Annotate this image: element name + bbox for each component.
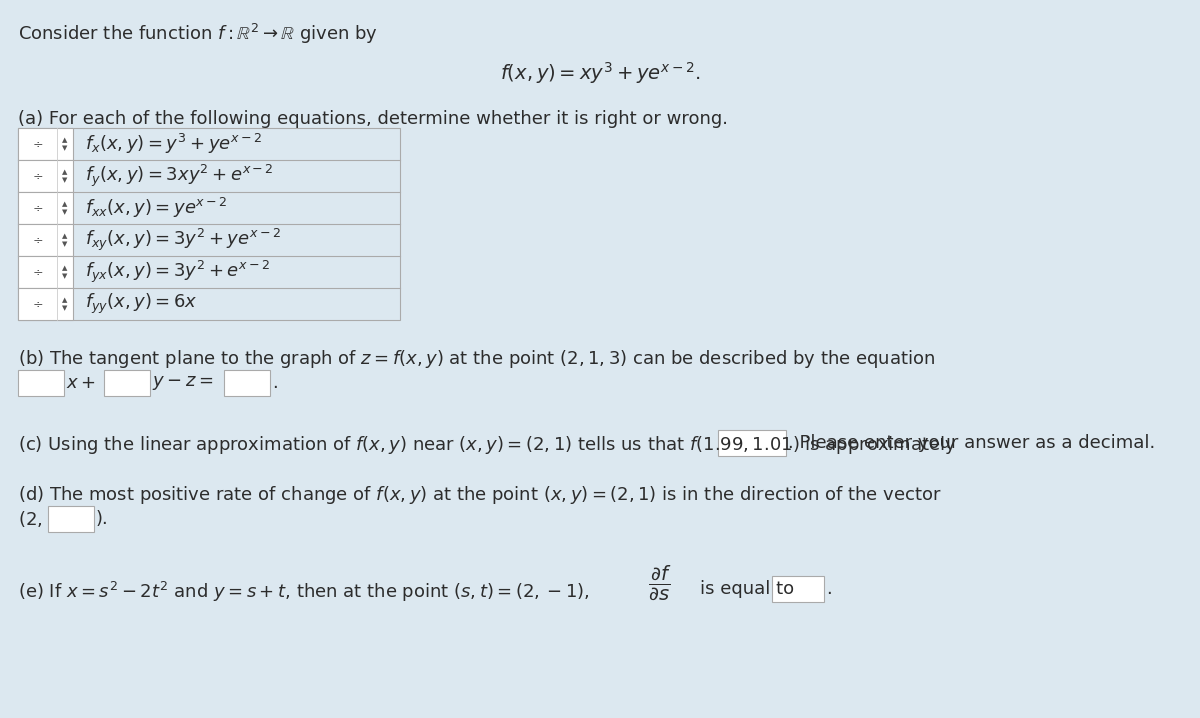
- Text: $f_{xx}(x, y) = ye^{x-2}$: $f_{xx}(x, y) = ye^{x-2}$: [85, 196, 228, 220]
- Text: ▼: ▼: [62, 177, 67, 183]
- Text: is equal to: is equal to: [700, 580, 794, 598]
- Text: ▼: ▼: [62, 273, 67, 279]
- Text: $\div$: $\div$: [32, 266, 43, 279]
- Text: $f_x(x, y) = y^3 + ye^{x-2}$: $f_x(x, y) = y^3 + ye^{x-2}$: [85, 132, 263, 156]
- Text: ▼: ▼: [62, 305, 67, 311]
- Text: (a) For each of the following equations, determine whether it is right or wrong.: (a) For each of the following equations,…: [18, 110, 728, 128]
- Text: $(2,$: $(2,$: [18, 509, 42, 529]
- Text: Consider the function $f : \mathbb{R}^2 \to \mathbb{R}$ given by: Consider the function $f : \mathbb{R}^2 …: [18, 22, 378, 46]
- Text: $f_{xy}(x, y) = 3y^2 + ye^{x-2}$: $f_{xy}(x, y) = 3y^2 + ye^{x-2}$: [85, 227, 281, 253]
- Text: ▲: ▲: [62, 265, 67, 271]
- Text: $\div$: $\div$: [32, 233, 43, 246]
- Bar: [18, 192, 73, 224]
- Text: $y - z =$: $y - z =$: [152, 374, 214, 392]
- Text: ▼: ▼: [62, 241, 67, 247]
- Text: (b) The tangent plane to the graph of $z = f(x, y)$ at the point $(2, 1, 3)$ can: (b) The tangent plane to the graph of $z…: [18, 348, 935, 370]
- Text: $f_{yy}(x, y) = 6x$: $f_{yy}(x, y) = 6x$: [85, 292, 198, 316]
- Bar: [18, 224, 73, 256]
- Bar: [18, 288, 73, 320]
- Bar: [18, 160, 73, 192]
- Text: .: .: [826, 580, 832, 598]
- Bar: [48, 506, 94, 532]
- Text: .: .: [272, 374, 277, 392]
- Text: ▲: ▲: [62, 169, 67, 175]
- Text: $\div$: $\div$: [32, 169, 43, 182]
- Text: ▲: ▲: [62, 137, 67, 143]
- Bar: [224, 370, 270, 396]
- Text: $f(x, y) = xy^3 + ye^{x-2}.$: $f(x, y) = xy^3 + ye^{x-2}.$: [499, 60, 701, 86]
- Text: (e) If $x = s^2 - 2t^2$ and $y = s + t$, then at the point $(s, t) = (2, -1)$,: (e) If $x = s^2 - 2t^2$ and $y = s + t$,…: [18, 580, 589, 604]
- Text: ▼: ▼: [62, 209, 67, 215]
- Text: (c) Using the linear approximation of $f(x, y)$ near $(x, y) = (2, 1)$ tells us : (c) Using the linear approximation of $f…: [18, 434, 956, 456]
- Text: ▲: ▲: [62, 201, 67, 207]
- Text: $\dfrac{\partial f}{\partial s}$: $\dfrac{\partial f}{\partial s}$: [648, 564, 672, 602]
- Bar: [104, 370, 150, 396]
- Bar: [18, 128, 400, 320]
- Text: $x +$: $x +$: [66, 374, 96, 392]
- Text: . Please enter your answer as a decimal.: . Please enter your answer as a decimal.: [788, 434, 1156, 452]
- Bar: [18, 370, 64, 396]
- Text: (d) The most positive rate of change of $f(x, y)$ at the point $(x, y) = (2, 1)$: (d) The most positive rate of change of …: [18, 484, 942, 506]
- Text: $f_y(x, y) = 3xy^2 + e^{x-2}$: $f_y(x, y) = 3xy^2 + e^{x-2}$: [85, 163, 274, 189]
- Text: $\div$: $\div$: [32, 138, 43, 151]
- Bar: [18, 128, 73, 160]
- Bar: [772, 576, 824, 602]
- Bar: [718, 430, 786, 456]
- Text: $\div$: $\div$: [32, 202, 43, 215]
- Text: $f_{yx}(x, y) = 3y^2 + e^{x-2}$: $f_{yx}(x, y) = 3y^2 + e^{x-2}$: [85, 259, 270, 285]
- Text: $\div$: $\div$: [32, 297, 43, 310]
- Text: ).: ).: [96, 510, 109, 528]
- Bar: [18, 256, 73, 288]
- Text: ▲: ▲: [62, 233, 67, 239]
- Text: ▲: ▲: [62, 297, 67, 303]
- Text: ▼: ▼: [62, 145, 67, 151]
